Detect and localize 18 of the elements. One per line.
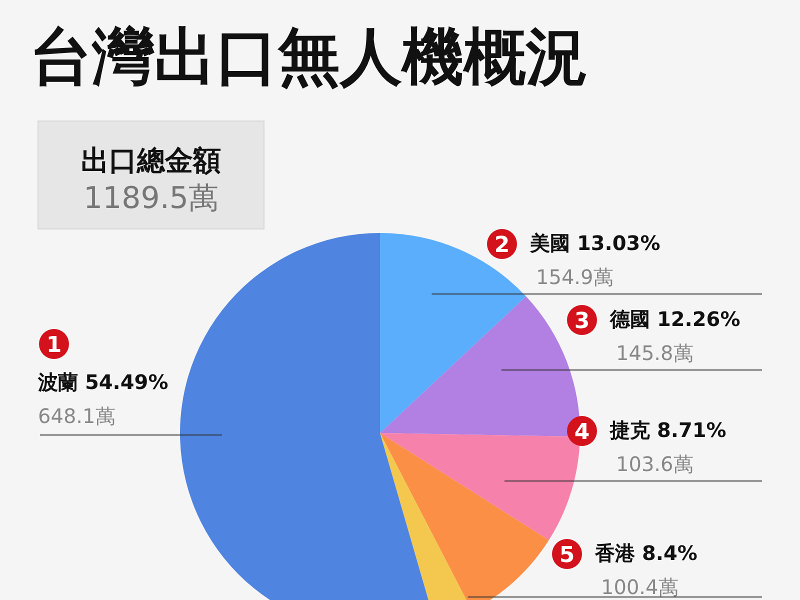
slice-label: 捷克 8.71%	[609, 418, 726, 442]
text: 154.9萬	[536, 265, 614, 289]
text: 4	[574, 420, 590, 445]
text: 3	[574, 309, 590, 334]
text: 648.1萬	[38, 404, 116, 428]
slice-label: 香港 8.4%	[594, 541, 698, 565]
chart-title: 台灣出口無人機概況	[30, 20, 588, 93]
text: 1189.5萬	[84, 181, 218, 216]
text: 100.4萬	[601, 575, 678, 599]
text: 1	[46, 333, 62, 358]
text: 出口總金額	[81, 144, 221, 177]
text: 103.6萬	[616, 452, 694, 476]
slice-label: 波蘭 54.49%	[37, 370, 168, 394]
text: 2	[494, 233, 510, 258]
text: 5	[559, 543, 575, 568]
slice-label: 美國 13.03%	[529, 231, 660, 255]
text: 145.8萬	[616, 341, 694, 365]
slice-label: 德國 12.26%	[609, 307, 740, 331]
